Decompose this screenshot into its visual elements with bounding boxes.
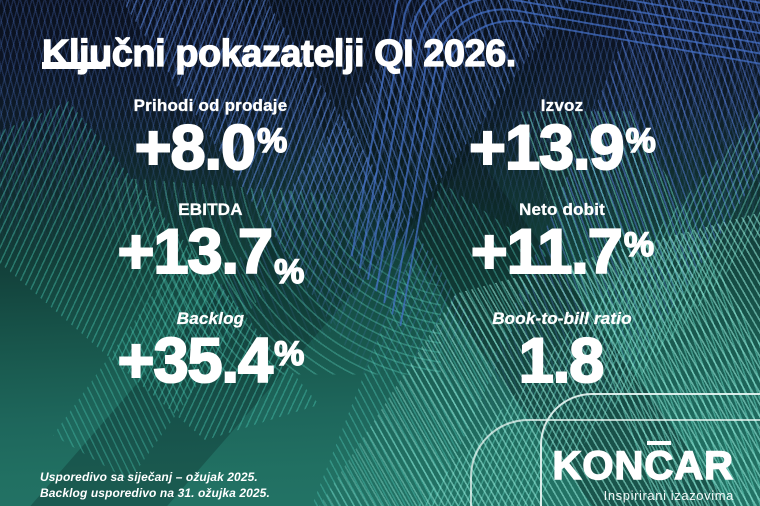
logo-text: KON: [552, 444, 645, 488]
koncar-logo: KONCAR: [552, 441, 734, 488]
percent-sign: %: [625, 122, 657, 160]
metric-value: +13.7%: [28, 217, 393, 290]
metric-number: +35.4: [117, 326, 275, 396]
metric-number: 1.8: [518, 326, 606, 396]
metric-prihodi-od-prodaje: Prihodi od prodaje +8.0%: [28, 96, 393, 183]
percent-sign: %: [273, 335, 305, 373]
metric-label: EBITDA: [178, 200, 243, 219]
metric-value: +11.7%: [392, 217, 732, 287]
logo-text: AR: [673, 444, 734, 488]
percent-sign: %: [256, 122, 288, 160]
title-underline: [42, 62, 106, 69]
metric-value: +35.4%: [28, 326, 393, 396]
metric-book-to-bill: Book-to-bill ratio 1.8: [392, 309, 732, 396]
metric-label: Prihodi od prodaje: [133, 96, 288, 115]
percent-sign: %: [623, 226, 655, 264]
footnotes: Usporedivo sa siječanj – ožujak 2025. Ba…: [40, 469, 270, 501]
metric-ebitda: EBITDA +13.7%: [28, 200, 393, 290]
metric-number: +13.7: [117, 217, 275, 287]
metric-value: +8.0%: [28, 113, 393, 183]
logo-c-macron: C: [644, 441, 675, 488]
metric-value: 1.8: [392, 326, 732, 396]
footnote-line-1: Usporedivo sa siječanj – ožujak 2025.: [40, 470, 258, 484]
metric-number: +8.0: [134, 113, 257, 183]
logo-block: KONCAR Inspirirani izazovima: [552, 441, 734, 503]
metric-value: +13.9%: [392, 113, 732, 183]
metric-label: Neto dobit: [518, 200, 606, 219]
metric-number: +11.7: [470, 217, 624, 287]
metric-backlog: Backlog +35.4%: [28, 309, 393, 396]
page-title: Ključni pokazatelji QI 2026.: [41, 33, 517, 76]
percent-sign: %: [273, 252, 305, 291]
metric-neto-dobit: Neto dobit +11.7%: [392, 200, 732, 287]
metric-number: +13.9: [468, 113, 626, 183]
metric-label: Backlog: [176, 309, 245, 328]
metric-label: Izvoz: [540, 96, 584, 115]
metric-label: Book-to-bill ratio: [492, 309, 632, 328]
logo-tagline: Inspirirani izazovima: [603, 488, 734, 503]
footnote-line-2: Backlog usporedivo na 31. ožujka 2025.: [40, 486, 270, 501]
metric-izvoz: Izvoz +13.9%: [392, 96, 732, 183]
